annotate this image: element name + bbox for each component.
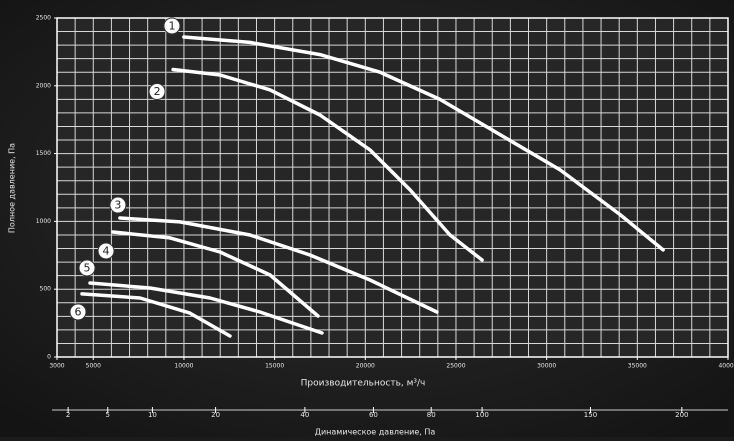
x2-tick-label: 10: [148, 411, 157, 419]
curve: [111, 230, 320, 318]
x-tick-label: 3000: [49, 363, 64, 370]
curve-label-badge: [78, 259, 96, 277]
x2-tick-label: 20: [211, 411, 220, 419]
y-tick-label: 2500: [36, 15, 51, 22]
curve-label: 5: [84, 261, 91, 274]
x2-axis-label: Динамическое давление, Па: [315, 428, 436, 437]
x2-tick-label: 60: [369, 411, 378, 419]
curve: [80, 292, 232, 338]
x-tick-label: 25000: [446, 363, 465, 370]
y-tick-label: 1000: [36, 218, 51, 225]
curve-label-badge: [69, 303, 87, 321]
x-tick-label: 10000: [174, 363, 193, 370]
x-tick-label: 15000: [265, 363, 284, 370]
curve-label: 3: [114, 199, 121, 212]
y-tick-label: 1500: [36, 150, 51, 157]
plot-frame: [56, 17, 729, 358]
x-axis-label: Производительность, м³/ч: [301, 379, 426, 389]
x-tick-label: 20000: [356, 363, 375, 370]
x2-tick-label: 150: [584, 411, 597, 419]
y-tick-label: 0: [47, 354, 51, 361]
curve: [118, 216, 439, 314]
x-tick-label: 30000: [537, 363, 556, 370]
x2-tick-label: 5: [106, 411, 110, 419]
x2-tick-label: 200: [675, 411, 688, 419]
y-axis-label: Полное давление, Па: [8, 143, 17, 233]
curve-label: 4: [103, 244, 110, 257]
curve-label: 2: [154, 85, 161, 98]
x2-tick-label: 40: [300, 411, 309, 419]
curve-label-badge: [163, 17, 181, 35]
x-tick-label: 40000: [718, 363, 734, 370]
curve-label: 1: [168, 19, 175, 32]
curve-label-badge: [109, 196, 127, 214]
y-tick-label: 2000: [36, 82, 51, 89]
x-tick-label: 5000: [86, 363, 101, 370]
curve-label-badge: [148, 83, 166, 101]
x-tick-label: 35000: [628, 363, 647, 370]
curve: [88, 281, 324, 335]
curve-label-badge: [97, 242, 115, 260]
curve: [171, 67, 484, 262]
y-tick-label: 500: [40, 286, 52, 293]
x2-tick-label: 80: [427, 411, 436, 419]
x2-tick-label: 2: [66, 411, 70, 419]
x2-tick-label: 100: [475, 411, 488, 419]
curve: [182, 35, 665, 252]
curve-label: 6: [75, 305, 82, 318]
plot-area: [57, 18, 728, 357]
